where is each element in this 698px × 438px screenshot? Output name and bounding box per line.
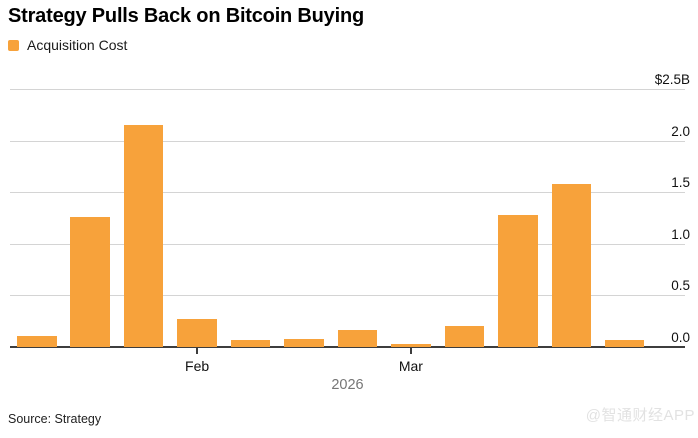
bar [284, 338, 324, 347]
gridline [10, 140, 685, 142]
bar [551, 183, 591, 347]
watermark: @智通财经APP [585, 407, 695, 424]
bar [444, 326, 485, 347]
y-axis-tick-label: 0.0 [671, 330, 690, 345]
bar [391, 343, 431, 347]
x-axis-month-label: Feb [185, 358, 210, 374]
chart-title: Strategy Pulls Back on Bitcoin Buying [8, 5, 364, 27]
y-axis-tick-label: $2.5B [654, 72, 690, 87]
gridline [10, 192, 685, 194]
y-axis-tick-label: 1.5 [671, 175, 690, 191]
gridline [10, 89, 685, 90]
x-axis-month-label: Mar [398, 358, 423, 374]
bar [123, 125, 164, 347]
bar [17, 335, 57, 347]
bar [498, 214, 538, 347]
gridline [10, 243, 685, 245]
source-note: Source: Strategy [8, 412, 102, 426]
bar [177, 319, 217, 347]
legend: Acquisition Cost [8, 37, 127, 53]
legend-label: Acquisition Cost [27, 37, 128, 53]
x-axis-baseline [10, 346, 685, 348]
x-axis-year-label: 2026 [331, 377, 364, 393]
y-axis-tick-label: 1.0 [671, 226, 690, 242]
bar [337, 330, 378, 347]
x-axis-tickmark [409, 348, 412, 354]
y-axis-tick-label: 2.0 [671, 123, 690, 139]
bar [70, 216, 110, 347]
x-axis-tickmark [196, 348, 199, 354]
bar [230, 339, 271, 347]
legend-swatch-icon [8, 39, 19, 51]
gridline [10, 295, 685, 297]
bar [604, 339, 645, 347]
y-axis-tick-label: 0.5 [671, 278, 690, 294]
